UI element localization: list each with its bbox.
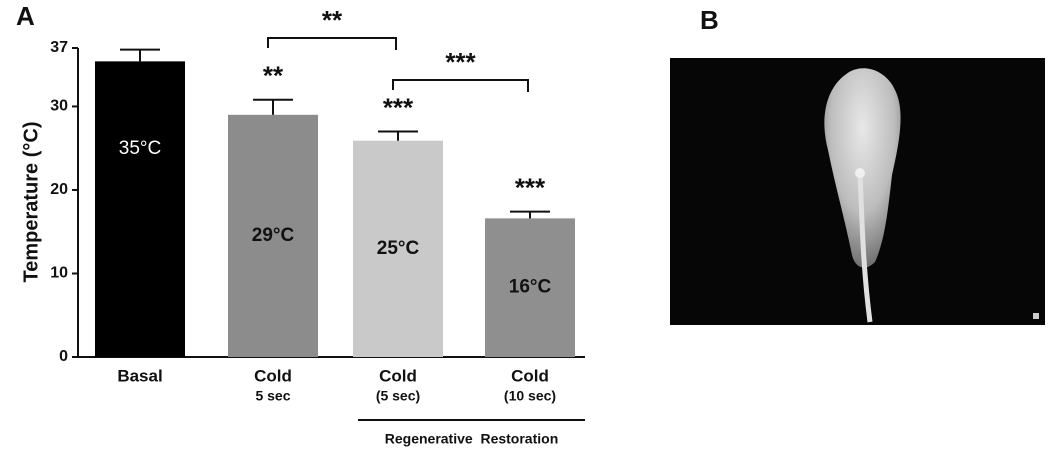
panel-label: A	[16, 1, 35, 31]
x-tick-sublabel: 5 sec	[255, 388, 290, 404]
bar-text: 35°C	[119, 138, 161, 159]
xray-photo	[670, 58, 1045, 325]
bracket	[267, 37, 397, 50]
significance: ***	[515, 173, 546, 203]
panel-label: B	[700, 5, 719, 35]
x-tick-sublabel: (5 sec)	[376, 388, 420, 404]
x-tick-label: Cold	[511, 366, 549, 385]
x-tick-label: Cold	[254, 366, 292, 385]
significance: ***	[383, 92, 414, 122]
y-tick-label: 37	[50, 39, 68, 56]
bar	[353, 140, 443, 357]
bar-text: 25°C	[377, 238, 420, 259]
significance: **	[263, 61, 284, 91]
y-axis-label: Temperature (°C)	[20, 122, 42, 283]
y-tick-label: 30	[50, 98, 68, 115]
y-tick-label: 0	[59, 348, 68, 365]
bar	[95, 61, 185, 358]
y-tick-label: 10	[50, 265, 68, 282]
group-label: Regenerative Restoration	[385, 431, 559, 447]
x-tick-label: Basal	[117, 366, 162, 385]
bracket-label: **	[322, 5, 343, 35]
x-tick-label: Cold	[379, 366, 417, 385]
y-tick-label: 20	[50, 181, 68, 198]
bar	[228, 114, 318, 357]
bar	[485, 218, 575, 357]
bar-text: 16°C	[509, 277, 552, 298]
bracket-label: ***	[445, 47, 476, 77]
bracket	[392, 79, 529, 92]
bar-text: 29°C	[252, 225, 295, 246]
x-tick-sublabel: (10 sec)	[504, 388, 556, 404]
